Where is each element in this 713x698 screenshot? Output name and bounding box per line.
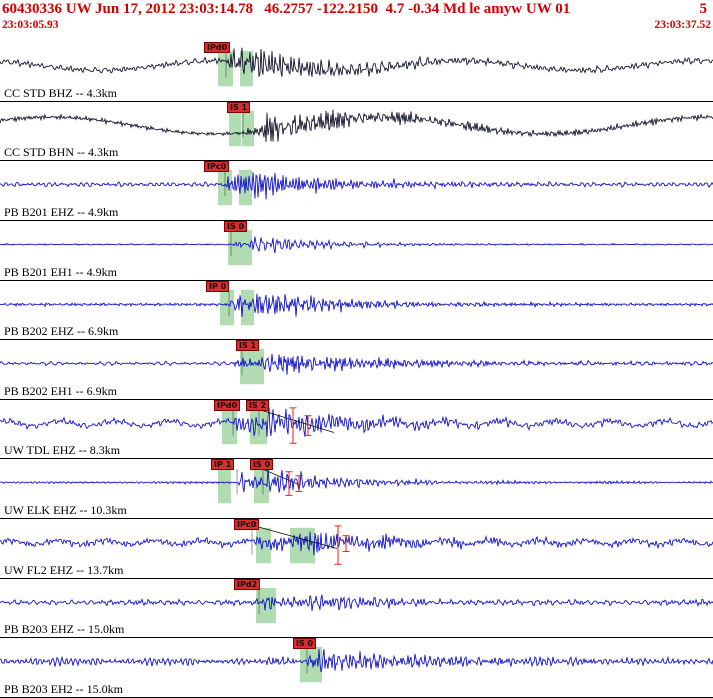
waveform-plot[interactable] (0, 459, 713, 518)
waveform-trace[interactable] (0, 172, 713, 200)
pick-flag[interactable]: IPd0 (204, 42, 231, 53)
trace-label: PB B202 EH1 -- 6.9km (4, 383, 118, 398)
waveform-trace[interactable] (0, 47, 713, 77)
pick-flag[interactable]: IPd0 (214, 399, 241, 411)
window-start-time: 23:03:05.93 (2, 19, 59, 31)
amplitude-marker[interactable] (334, 525, 342, 565)
trace-row[interactable]: PB B202 EHZ -- 6.9km IP 0 (0, 280, 713, 341)
pick-window-band (228, 229, 252, 266)
trace-row[interactable]: UW FL2 EHZ -- 13.7km IPc0 (0, 519, 713, 579)
pick-window-band (220, 289, 234, 325)
pick-flag[interactable]: IS 0 (224, 220, 248, 232)
amplitude-marker[interactable] (285, 471, 293, 497)
waveform-plot[interactable] (0, 102, 713, 161)
pick-flag[interactable]: IS 0 (250, 459, 274, 471)
pick-window-band (254, 468, 269, 504)
event-flag: 5 (699, 1, 708, 17)
amplitude-marker[interactable] (295, 475, 303, 493)
pick-flag[interactable]: IPc0 (204, 161, 230, 173)
pick-flag[interactable]: IP 1 (211, 459, 235, 471)
trace-label: UW TDL EHZ -- 8.3km (4, 443, 121, 458)
trace-label: PB B201 EH1 -- 4.9km (4, 264, 118, 279)
waveform-trace[interactable] (0, 594, 713, 611)
event-summary: 60430336 UW Jun 17, 2012 23:03:14.78 46.… (2, 1, 571, 17)
pick-window-band (256, 527, 271, 564)
pick-flag[interactable]: IS 1 (227, 101, 251, 113)
trace-label: UW FL2 EHZ -- 13.7km (4, 562, 124, 577)
trace-row[interactable]: PB B201 EH1 -- 4.9km IS 0 (0, 220, 713, 281)
waveform-plot[interactable] (0, 281, 713, 340)
waveform-plot[interactable] (0, 161, 713, 220)
time-window-line: 23:03:05.93 23:03:37.52 (0, 18, 713, 32)
pick-window-band (240, 50, 253, 87)
pick-flag[interactable]: IS 0 (293, 638, 317, 650)
waveform-trace[interactable] (0, 406, 713, 437)
pick-window-band (222, 408, 237, 444)
waveform-trace[interactable] (0, 649, 713, 673)
amplitude-marker[interactable] (342, 535, 350, 552)
coda-fit-line (259, 409, 335, 433)
trace-label: PB B203 EHZ -- 15.0km (4, 622, 125, 637)
waveform-plot[interactable] (0, 579, 713, 638)
waveform-trace[interactable] (0, 354, 713, 375)
coda-fit-line (257, 526, 338, 549)
pick-flag[interactable]: IS 2 (246, 399, 270, 411)
trace-row[interactable]: CC STD BHN -- 4.3km IS 1 (0, 101, 713, 162)
pick-flag[interactable]: IS 1 (236, 340, 260, 352)
trace-label: PB B203 EH2 -- 15.0km (4, 681, 124, 696)
pick-window-band (218, 468, 231, 504)
trace-label: PB B202 EHZ -- 6.9km (4, 324, 119, 339)
trace-label: CC STD BHN -- 4.3km (4, 145, 119, 160)
pick-window-band (241, 289, 254, 325)
coda-fit-line (261, 468, 300, 486)
trace-label: UW ELK EHZ -- 10.3km (4, 503, 127, 517)
waveform-trace[interactable] (0, 236, 713, 253)
pick-window-band (300, 647, 322, 683)
waveform-plot[interactable] (0, 221, 713, 280)
event-header: 60430336 UW Jun 17, 2012 23:03:14.78 46.… (0, 0, 713, 42)
amplitude-marker[interactable] (289, 407, 297, 444)
trace-row[interactable]: PB B203 EH2 -- 15.0km IS 0 (0, 638, 713, 698)
trace-row[interactable]: PB B202 EH1 -- 6.9km IS 1 (0, 340, 713, 400)
pick-window-band (229, 110, 241, 146)
pick-flag[interactable]: IP 0 (206, 280, 230, 292)
trace-row[interactable]: UW TDL EHZ -- 8.3km IPd0 IS 2 (0, 399, 713, 460)
waveform-trace[interactable] (0, 468, 713, 494)
waveform-plot[interactable] (0, 519, 713, 578)
trace-row[interactable]: PB B203 EHZ -- 15.0km IPd2 (0, 578, 713, 639)
trace-list: CC STD BHZ -- 4.3km IPd0 CC STD BHN -- 4… (0, 42, 713, 698)
pick-flag[interactable]: IPd2 (234, 578, 261, 590)
amplitude-marker[interactable] (304, 414, 312, 436)
trace-row[interactable]: PB B201 EHZ -- 4.9km IPc0 (0, 161, 713, 221)
window-end-time: 23:03:37.52 (654, 19, 711, 31)
pick-flag[interactable]: IPc0 (234, 519, 260, 530)
waveform-plot[interactable] (0, 340, 713, 399)
event-header-line: 60430336 UW Jun 17, 2012 23:03:14.78 46.… (0, 0, 713, 18)
trace-row[interactable]: UW ELK EHZ -- 10.3km IP 1 IS 0 (0, 459, 713, 519)
waveform-plot[interactable] (0, 42, 713, 101)
pick-window-band (290, 527, 315, 564)
trace-label: CC STD BHZ -- 4.3km (4, 85, 118, 100)
trace-label: PB B201 EHZ -- 4.9km (4, 204, 119, 219)
waveform-plot[interactable] (0, 400, 713, 459)
trace-row[interactable]: CC STD BHZ -- 4.3km IPd0 (0, 42, 713, 102)
waveform-trace[interactable] (0, 293, 713, 317)
waveform-trace[interactable] (0, 531, 713, 556)
waveform-trace[interactable] (0, 109, 713, 142)
waveform-plot[interactable] (0, 638, 713, 697)
